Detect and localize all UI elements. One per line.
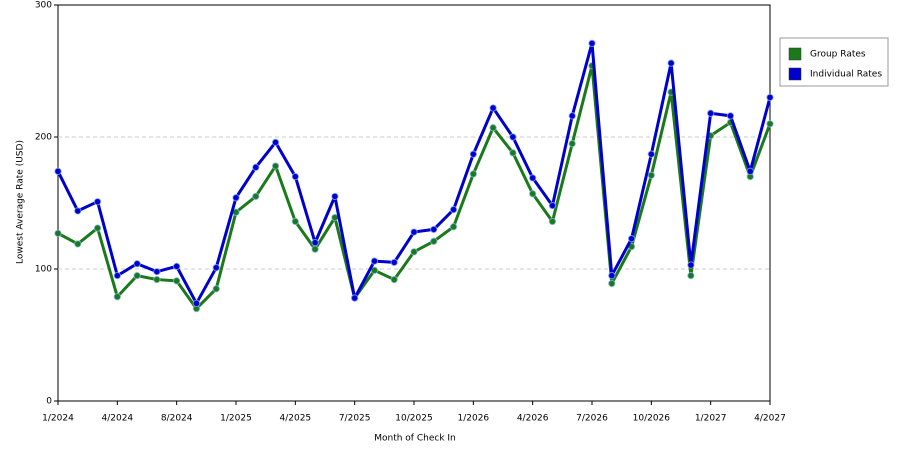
point — [588, 39, 596, 47]
legend-label: Group Rates — [810, 50, 866, 60]
point — [133, 271, 141, 280]
point — [153, 275, 161, 284]
point — [172, 277, 181, 285]
point — [647, 150, 656, 158]
point — [74, 207, 82, 215]
y-axis-label: Lowest Average Rate (USD) — [16, 140, 26, 264]
point — [133, 260, 141, 268]
point — [212, 285, 220, 293]
y-tick-label: 300 — [35, 1, 52, 11]
x-tick-label: 7/2026 — [576, 414, 608, 424]
x-tick-label: 4/2024 — [101, 414, 133, 424]
point — [509, 149, 517, 157]
point — [271, 138, 280, 146]
x-tick-label: 10/2025 — [395, 414, 432, 424]
point — [311, 238, 319, 247]
x-tick-label: 4/2026 — [517, 414, 549, 424]
point — [430, 225, 438, 234]
point — [232, 194, 240, 202]
x-tick-label: 7/2025 — [339, 414, 371, 424]
point — [608, 271, 616, 280]
point — [311, 245, 319, 253]
point — [548, 201, 557, 210]
point — [766, 120, 774, 128]
point — [706, 109, 715, 117]
point — [93, 224, 102, 232]
point — [410, 228, 418, 236]
point — [113, 271, 122, 280]
point — [172, 262, 181, 271]
x-tick-label: 1/2027 — [695, 414, 727, 424]
point — [528, 174, 537, 182]
point — [252, 163, 260, 172]
point — [489, 104, 497, 112]
legend-label: Individual Rates — [810, 70, 882, 80]
plot-area — [57, 4, 771, 402]
point — [430, 237, 438, 245]
y-tick-label: 100 — [35, 265, 52, 275]
legend-swatch — [788, 67, 802, 81]
point — [528, 190, 537, 198]
point — [509, 133, 517, 141]
point — [74, 240, 82, 248]
x-tick-label: 1/2025 — [220, 414, 252, 424]
point — [370, 257, 379, 265]
point — [449, 223, 458, 231]
point — [291, 172, 300, 181]
x-tick-label: 8/2024 — [161, 414, 193, 424]
point — [568, 112, 576, 120]
x-tick-label: 4/2027 — [754, 414, 786, 424]
point — [113, 293, 122, 301]
point — [192, 299, 201, 308]
point — [271, 162, 280, 170]
point — [568, 139, 576, 148]
y-tick-label: 0 — [46, 397, 52, 407]
point — [746, 167, 754, 176]
point — [390, 275, 398, 284]
x-tick-label: 4/2025 — [279, 414, 311, 424]
point — [726, 112, 735, 120]
point — [370, 266, 379, 275]
point — [469, 150, 478, 158]
point — [212, 263, 220, 272]
point — [687, 261, 695, 269]
point — [252, 192, 260, 201]
point — [469, 170, 478, 178]
x-axis-label: Month of Check In — [374, 434, 456, 444]
point — [647, 171, 656, 179]
point — [548, 217, 557, 226]
point — [687, 271, 695, 280]
legend-swatch — [788, 47, 802, 61]
y-tick-label: 200 — [35, 133, 52, 143]
point — [331, 192, 339, 201]
point — [390, 258, 398, 267]
point — [54, 229, 62, 238]
point — [449, 205, 458, 214]
point — [291, 217, 300, 226]
point — [667, 59, 675, 67]
x-tick-label: 1/2026 — [457, 414, 489, 424]
point — [410, 248, 418, 256]
point — [766, 93, 774, 102]
x-tick-label: 10/2026 — [633, 414, 671, 424]
point — [54, 167, 62, 176]
point — [627, 234, 636, 243]
point — [153, 267, 161, 276]
point — [350, 294, 359, 302]
point — [489, 124, 497, 132]
x-tick-label: 1/2024 — [42, 414, 74, 424]
point — [93, 197, 102, 206]
point — [608, 279, 616, 288]
